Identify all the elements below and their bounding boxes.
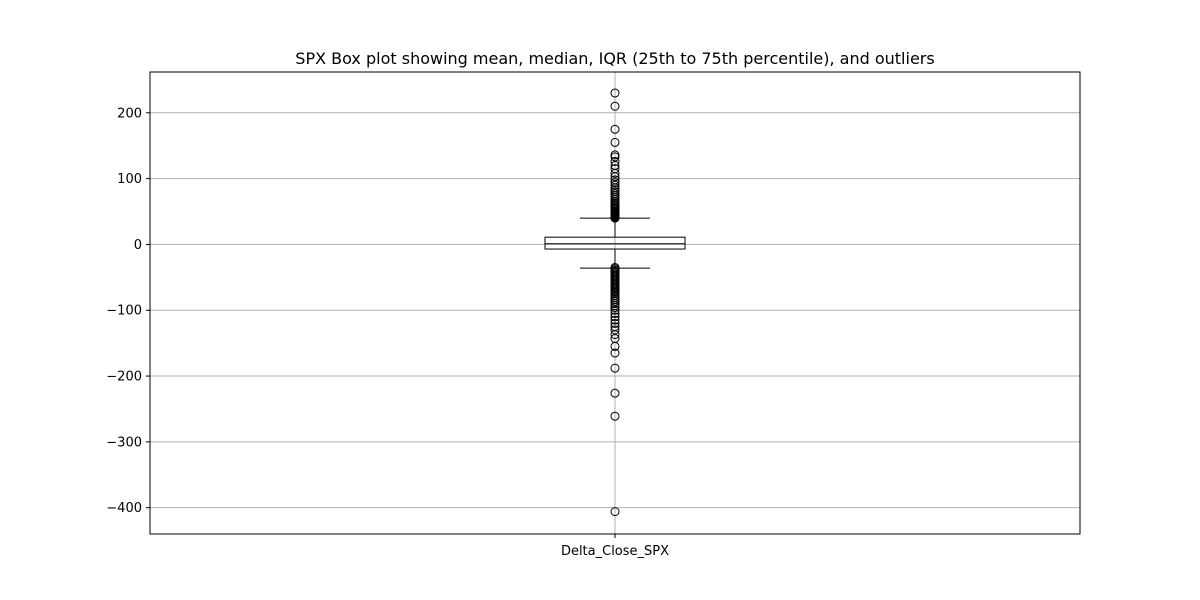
outlier-point <box>610 312 620 322</box>
grid-lines <box>150 72 1080 534</box>
outlier-point <box>610 303 620 313</box>
outlier-point <box>610 305 620 315</box>
outlier-point <box>610 150 620 160</box>
outlier-point <box>610 325 620 335</box>
outlier-point <box>610 411 620 421</box>
y-tick-label: 0 <box>134 238 142 253</box>
y-axis-ticks: −400 −300 −200 −100 0 100 200 <box>106 106 150 516</box>
y-tick-label: 100 <box>117 172 142 187</box>
outlier-point <box>610 341 620 351</box>
outlier-point <box>610 388 620 398</box>
outlier-point <box>610 164 620 174</box>
outlier-point <box>610 180 620 190</box>
outlier-point <box>610 348 620 358</box>
x-axis-ticks: Delta_Close_SPX <box>561 534 669 559</box>
outlier-point <box>610 101 620 111</box>
outlier-point <box>610 363 620 373</box>
box-group <box>544 217 686 269</box>
y-tick-label: −400 <box>106 501 142 516</box>
plot-frame <box>149 71 1081 535</box>
outlier-point <box>610 124 620 134</box>
iqr-box <box>544 236 686 250</box>
outlier-point <box>610 160 620 170</box>
outlier-point <box>610 175 620 185</box>
y-tick-label: −300 <box>106 435 142 450</box>
outlier-point <box>610 330 620 340</box>
outlier-point <box>610 318 620 328</box>
y-tick-label: 200 <box>117 106 142 121</box>
x-tick-label: Delta_Close_SPX <box>561 544 669 559</box>
outliers-group <box>610 88 620 517</box>
outlier-point <box>610 88 620 98</box>
outlier-point <box>610 309 620 319</box>
outlier-point <box>610 178 620 188</box>
chart-title: SPX Box plot showing mean, median, IQR (… <box>295 49 934 68</box>
outlier-point <box>610 507 620 517</box>
outlier-point <box>610 137 620 147</box>
y-tick-label: −100 <box>106 304 142 319</box>
y-tick-label: −200 <box>106 370 142 385</box>
outlier-point <box>610 157 620 167</box>
outlier-point <box>610 315 620 325</box>
